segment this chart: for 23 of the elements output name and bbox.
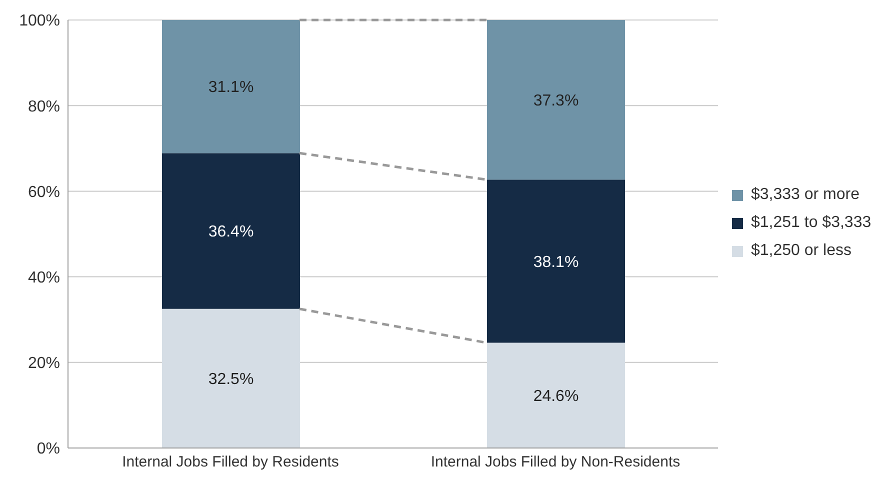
data-label: 24.6% [533, 388, 579, 406]
y-tick-label: 80% [28, 98, 60, 116]
y-tick-label: 0% [36, 440, 60, 458]
legend-label: $3,333 or more [751, 186, 860, 204]
legend-label: $1,250 or less [751, 242, 852, 260]
bar [162, 20, 300, 154]
bar [487, 180, 625, 343]
data-label: 32.5% [208, 371, 254, 388]
data-label: 37.3% [533, 92, 579, 110]
y-tick-label: 60% [28, 184, 60, 201]
x-tick-label: Internal Jobs Filled by Residents [122, 454, 339, 471]
data-label: 38.1% [533, 254, 579, 271]
bar [487, 20, 625, 180]
bar [487, 342, 625, 448]
bar [162, 153, 300, 309]
bar [162, 308, 300, 448]
y-tick-label: 40% [28, 269, 60, 286]
data-label: 31.1% [208, 79, 254, 96]
legend-label: $1,251 to $3,333 [751, 214, 872, 232]
data-label: 36.4% [208, 224, 254, 241]
y-tick-label: 20% [28, 355, 60, 372]
y-tick-label: 100% [19, 12, 60, 30]
x-tick-label: Internal Jobs Filled by Non-Residents [430, 454, 680, 471]
